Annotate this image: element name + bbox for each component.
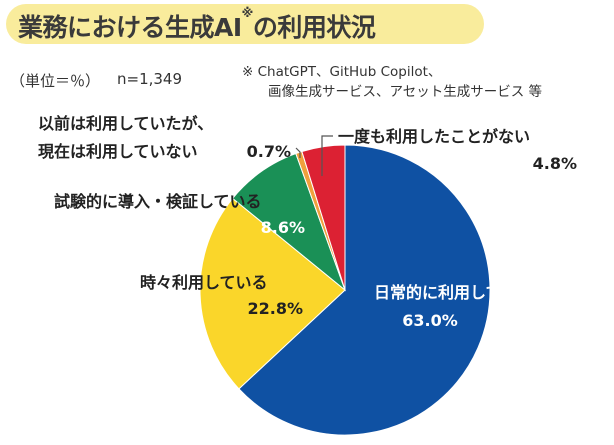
title-main: 業務における生成AI	[18, 13, 242, 42]
slice-once	[301, 144, 346, 291]
slice-sometimes	[199, 197, 346, 390]
value-daily: 63.0%	[402, 311, 458, 330]
value-trial: 8.6%	[261, 218, 305, 237]
value-once: 4.8%	[533, 154, 577, 173]
value-used-before: 0.7%	[247, 142, 291, 161]
sample-size: n=1,349	[117, 70, 183, 88]
chart-title: 業務における生成AI※の利用状況	[18, 6, 376, 44]
unit-label: （単位＝％）	[10, 72, 101, 90]
footnote-line-2: 画像生成サービス、アセット生成サービス 等	[268, 84, 543, 100]
title-footnote-mark: ※	[241, 6, 254, 20]
label-sometimes: 時々利用している	[140, 273, 268, 292]
pie-slices	[199, 144, 491, 436]
title-suffix: の利用状況	[252, 13, 376, 42]
leader-line-once	[321, 135, 333, 176]
footnote-line-1: ※ ChatGPT、GitHub Copilot、	[242, 64, 442, 80]
value-sometimes: 22.8%	[247, 299, 303, 318]
label-trial: 試験的に導入・検証している	[54, 192, 262, 211]
label-used-before-line1: 以前は利用していたが、	[38, 114, 213, 133]
label-used-before-line2: 現在は利用していない	[38, 142, 198, 161]
leader-line-used-before	[295, 147, 301, 158]
title-band	[6, 4, 484, 44]
slice-daily	[238, 144, 491, 436]
label-once: 一度も利用したことがない	[338, 127, 530, 146]
label-daily: 日常的に利用している	[374, 283, 534, 302]
